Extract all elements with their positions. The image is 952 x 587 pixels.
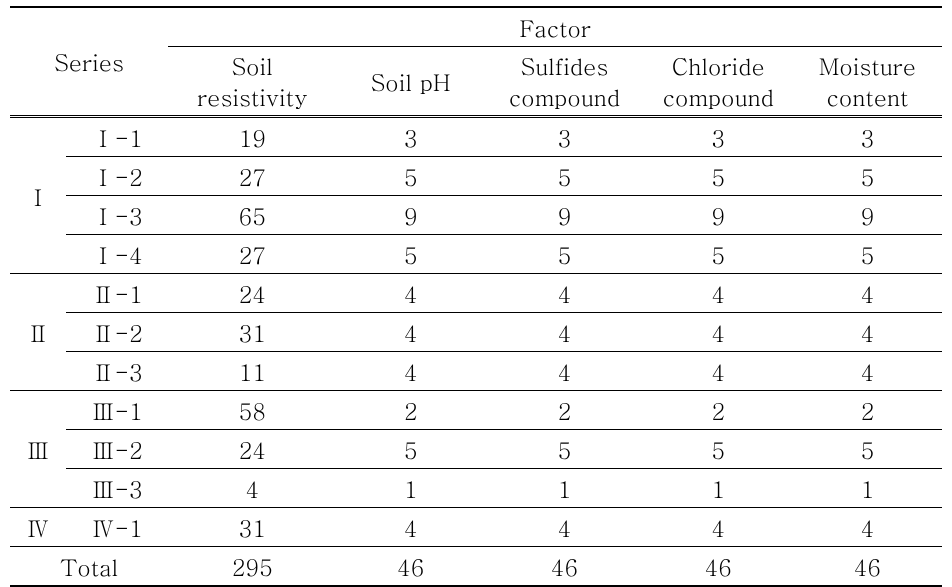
cell: 4 xyxy=(793,352,942,391)
cell: 65 xyxy=(168,196,336,235)
table-row: Ⅱ-2 31 4 4 4 4 xyxy=(10,313,942,352)
cell: 2 xyxy=(336,391,485,430)
table-body: Ⅰ Ⅰ-1 19 3 3 3 3 Ⅰ-2 27 5 5 5 5 Ⅰ-3 65 9… xyxy=(10,117,942,587)
header-factor: Factor xyxy=(168,7,942,47)
cell: 11 xyxy=(168,352,336,391)
header-col-soil-resistivity: Soilresistivity xyxy=(168,47,336,117)
table-row: Ⅳ Ⅳ-1 31 4 4 4 4 xyxy=(10,508,942,547)
header-col-sulfides: Sulfidescompound xyxy=(485,47,643,117)
cell: 5 xyxy=(485,235,643,274)
header-series: Series xyxy=(10,7,168,117)
cell: 4 xyxy=(336,352,485,391)
table-row: Ⅲ Ⅲ-1 58 2 2 2 2 xyxy=(10,391,942,430)
cell: 9 xyxy=(793,196,942,235)
cell: 1 xyxy=(336,469,485,508)
sub-label: Ⅲ-3 xyxy=(66,469,169,508)
cell: 4 xyxy=(644,274,793,313)
table-row: Ⅱ-3 11 4 4 4 4 xyxy=(10,352,942,391)
cell: 5 xyxy=(485,430,643,469)
sub-label: Ⅰ-2 xyxy=(66,157,169,196)
cell: 5 xyxy=(793,235,942,274)
cell: 1 xyxy=(485,469,643,508)
cell: 5 xyxy=(644,235,793,274)
cell: 4 xyxy=(336,274,485,313)
cell: 1 xyxy=(793,469,942,508)
cell: 4 xyxy=(485,313,643,352)
sub-label: Ⅰ-3 xyxy=(66,196,169,235)
table-row: Ⅲ-3 4 1 1 1 1 xyxy=(10,469,942,508)
cell: 3 xyxy=(644,117,793,157)
cell: 1 xyxy=(644,469,793,508)
cell: 46 xyxy=(485,547,643,587)
table-row: Ⅰ-4 27 5 5 5 5 xyxy=(10,235,942,274)
header-col-chloride: Chloridecompound xyxy=(644,47,793,117)
cell: 4 xyxy=(336,508,485,547)
total-row: Total 295 46 46 46 46 xyxy=(10,547,942,587)
group-label: Ⅰ xyxy=(10,117,66,274)
sub-label: Ⅱ-2 xyxy=(66,313,169,352)
sub-label: Ⅰ-4 xyxy=(66,235,169,274)
table-row: Ⅰ Ⅰ-1 19 3 3 3 3 xyxy=(10,117,942,157)
cell: 4 xyxy=(793,313,942,352)
cell: 2 xyxy=(644,391,793,430)
cell: 31 xyxy=(168,313,336,352)
cell: 5 xyxy=(644,157,793,196)
table-header: Series Factor Soilresistivity Soil pH Su… xyxy=(10,7,942,117)
cell: 9 xyxy=(485,196,643,235)
cell: 4 xyxy=(644,352,793,391)
cell: 5 xyxy=(336,157,485,196)
data-table: Series Factor Soilresistivity Soil pH Su… xyxy=(10,6,942,587)
cell: 3 xyxy=(793,117,942,157)
cell: 4 xyxy=(644,313,793,352)
sub-label: Ⅰ-1 xyxy=(66,117,169,157)
sub-label: Ⅲ-2 xyxy=(66,430,169,469)
cell: 5 xyxy=(644,430,793,469)
cell: 4 xyxy=(485,508,643,547)
cell: 2 xyxy=(485,391,643,430)
sub-label: Ⅲ-1 xyxy=(66,391,169,430)
header-col-soil-ph: Soil pH xyxy=(336,47,485,117)
cell: 5 xyxy=(336,430,485,469)
cell: 2 xyxy=(793,391,942,430)
cell: 4 xyxy=(485,352,643,391)
cell: 5 xyxy=(793,157,942,196)
cell: 46 xyxy=(644,547,793,587)
sub-label: Ⅱ-1 xyxy=(66,274,169,313)
table-row: Ⅱ Ⅱ-1 24 4 4 4 4 xyxy=(10,274,942,313)
cell: 4 xyxy=(485,274,643,313)
cell: 9 xyxy=(644,196,793,235)
table-row: Ⅰ-2 27 5 5 5 5 xyxy=(10,157,942,196)
cell: 5 xyxy=(485,157,643,196)
cell: 24 xyxy=(168,274,336,313)
cell: 46 xyxy=(793,547,942,587)
group-label: Ⅱ xyxy=(10,274,66,391)
table-row: Ⅰ-3 65 9 9 9 9 xyxy=(10,196,942,235)
cell: 27 xyxy=(168,157,336,196)
group-label: Ⅲ xyxy=(10,391,66,508)
cell: 3 xyxy=(485,117,643,157)
cell: 4 xyxy=(168,469,336,508)
table-row: Ⅲ-2 24 5 5 5 5 xyxy=(10,430,942,469)
cell: 3 xyxy=(336,117,485,157)
cell: 295 xyxy=(168,547,336,587)
sub-label: Ⅱ-3 xyxy=(66,352,169,391)
group-label: Ⅳ xyxy=(10,508,66,547)
cell: 31 xyxy=(168,508,336,547)
cell: 4 xyxy=(336,313,485,352)
cell: 46 xyxy=(336,547,485,587)
cell: 4 xyxy=(793,508,942,547)
cell: 24 xyxy=(168,430,336,469)
cell: 9 xyxy=(336,196,485,235)
cell: 4 xyxy=(793,274,942,313)
cell: 58 xyxy=(168,391,336,430)
cell: 4 xyxy=(644,508,793,547)
total-label: Total xyxy=(10,547,168,587)
sub-label: Ⅳ-1 xyxy=(66,508,169,547)
cell: 27 xyxy=(168,235,336,274)
cell: 5 xyxy=(336,235,485,274)
header-col-moisture: Moisturecontent xyxy=(793,47,942,117)
cell: 5 xyxy=(793,430,942,469)
cell: 19 xyxy=(168,117,336,157)
